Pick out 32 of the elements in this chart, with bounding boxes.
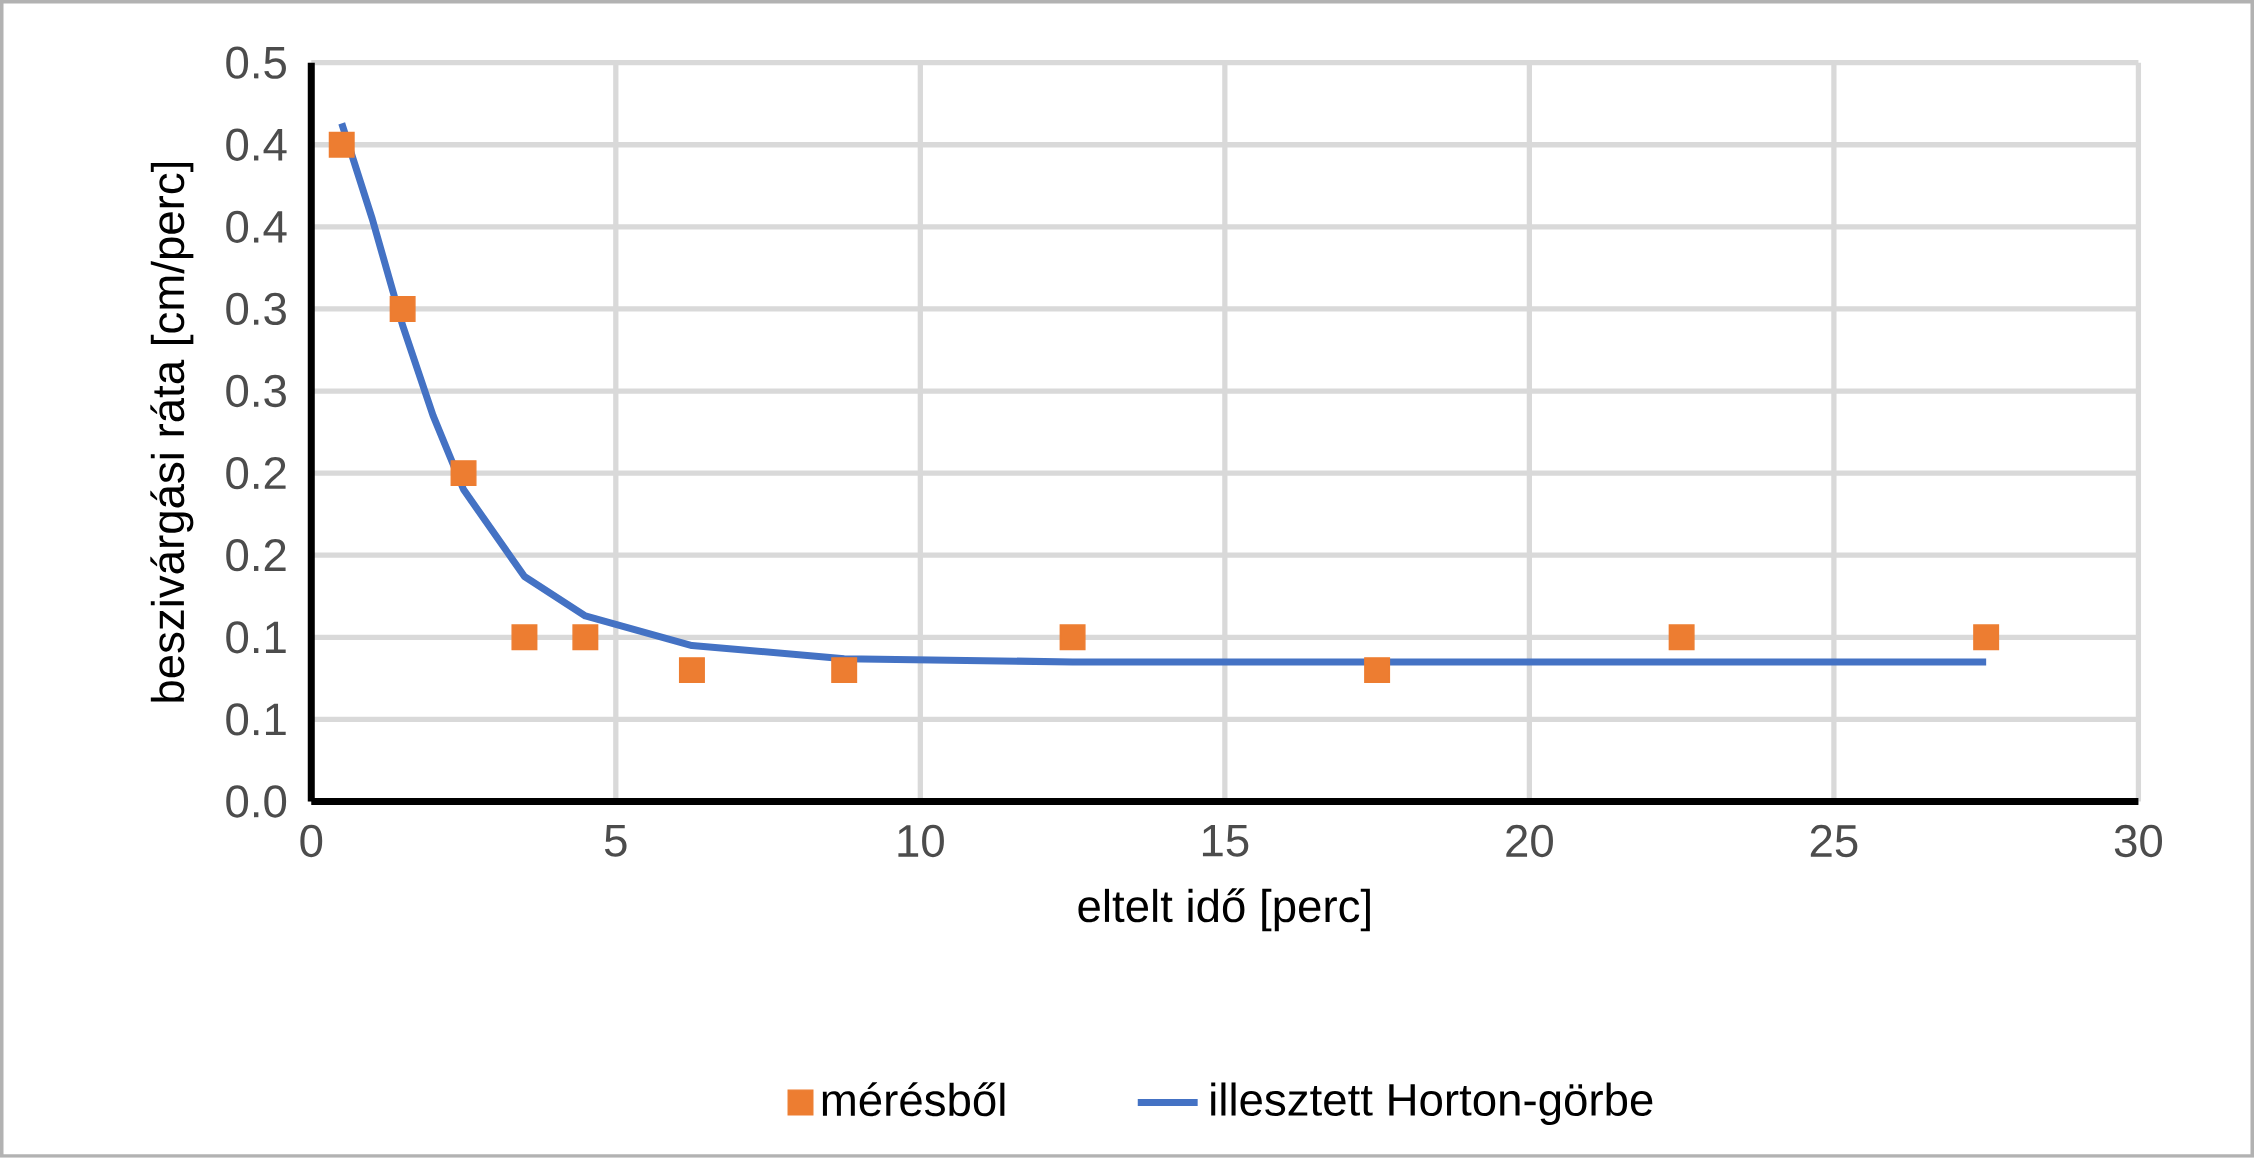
y-tick-label: 0.2 <box>226 539 286 572</box>
x-tick-label: 0 <box>300 825 323 858</box>
x-axis-title: eltelt idő [perc] <box>1078 888 1370 932</box>
point <box>1059 624 1086 651</box>
x-tick-label: 25 <box>1810 825 1858 858</box>
point <box>1364 657 1391 684</box>
legend-label: illesztett Horton-görbe <box>1211 1082 1653 1126</box>
x-tick-label: 5 <box>604 825 627 857</box>
point <box>831 657 858 684</box>
y-axis-title: beszivárgási ráta [cm/perc] <box>150 163 194 702</box>
point <box>511 624 538 651</box>
point <box>389 296 416 323</box>
x-tick-label: 10 <box>898 825 944 858</box>
point <box>1668 624 1695 651</box>
x-tick-label: 15 <box>1202 825 1249 857</box>
point <box>450 460 477 487</box>
point <box>678 657 705 684</box>
point <box>328 131 355 158</box>
legend-label: mérésből <box>822 1082 1005 1117</box>
y-tick-label: 0.5 <box>226 46 286 79</box>
y-tick-label: 0.1 <box>226 621 286 654</box>
x-tick-label: 20 <box>1506 825 1553 858</box>
y-tick-label: 0.3 <box>226 375 286 408</box>
point <box>572 624 599 651</box>
y-tick-label: 0.4 <box>226 210 287 244</box>
y-tick-label: 0.3 <box>226 292 286 326</box>
point <box>1973 624 2000 651</box>
x-tick-label: 30 <box>2114 825 2163 858</box>
y-tick-label: 0.2 <box>226 457 286 490</box>
y-tick-label: 0.1 <box>226 703 286 736</box>
y-tick-label: 0.0 <box>226 785 287 818</box>
y-tick-label: 0.4 <box>226 128 287 162</box>
